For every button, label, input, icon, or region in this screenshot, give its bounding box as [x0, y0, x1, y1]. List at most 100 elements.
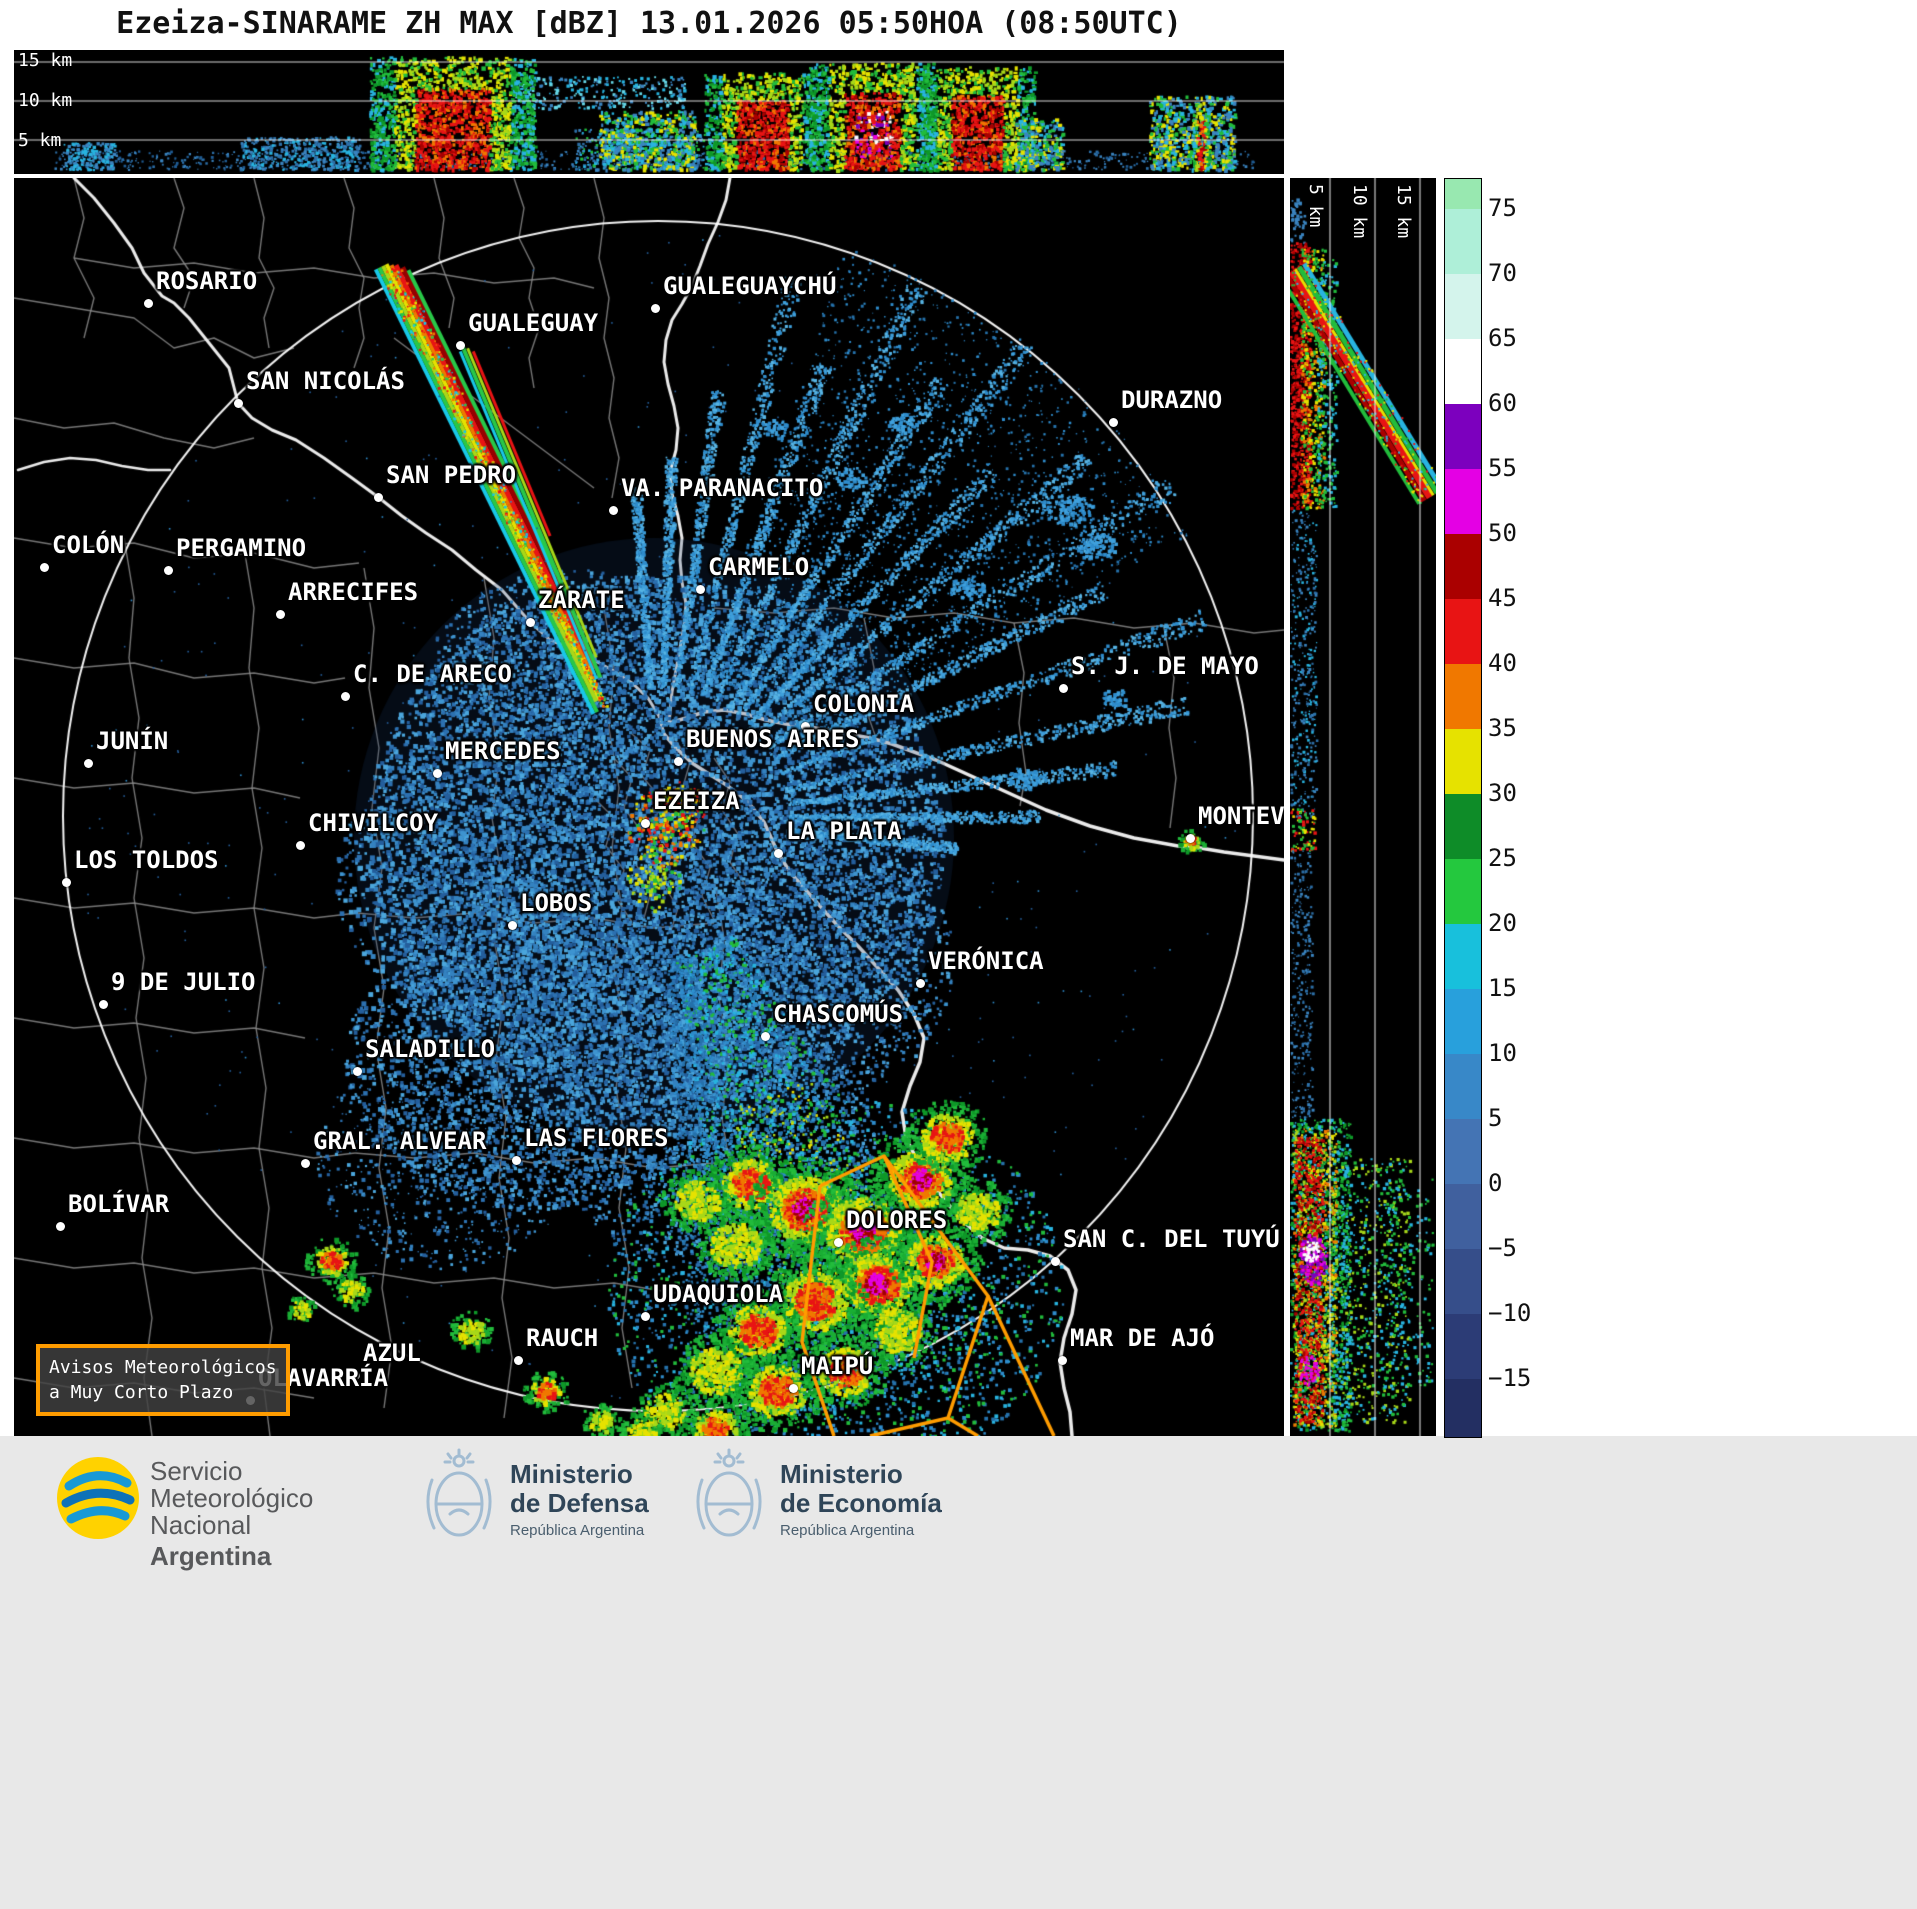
city-dot	[1059, 684, 1068, 693]
city-dot	[99, 1000, 108, 1009]
colorbar-band	[1445, 599, 1481, 664]
smn-org-line2: Meteorológico	[150, 1483, 314, 1513]
economia-sub: República Argentina	[780, 1522, 915, 1539]
smn-logo	[55, 1455, 141, 1546]
coat-of-arms-icon	[696, 1448, 762, 1537]
city-label: C. DE ARECO	[353, 660, 512, 688]
colorbar-tick-label: 50	[1488, 519, 1517, 547]
colorbar-tick-label: 20	[1488, 909, 1517, 937]
city-label: EZEIZA	[653, 787, 740, 815]
city-dot	[801, 722, 810, 731]
city-dot	[696, 585, 705, 594]
city-dot	[276, 610, 285, 619]
city-label: LOBOS	[520, 889, 593, 917]
city-label: PERGAMINO	[176, 534, 307, 562]
smn-org-line3: Nacional	[150, 1510, 252, 1540]
economia-line1: Ministerio	[780, 1459, 903, 1489]
smn-org-line1: Servicio	[150, 1456, 243, 1486]
height-label-15km: 15 km	[18, 50, 73, 71]
city-dot	[56, 1222, 65, 1231]
colorbar-band	[1445, 534, 1481, 599]
colorbar-band	[1445, 1054, 1481, 1119]
city-dot	[1058, 1356, 1067, 1365]
colorbar	[1444, 178, 1482, 1438]
city-dot	[374, 493, 383, 502]
warning-box: Avisos Meteorológicos a Muy Corto Plazo	[36, 1344, 290, 1416]
colorbar-ticks: 75 70 65 60 55 50 45 40 35 30 25 20 15 10 5 0 −5 −10 −15	[1488, 178, 1558, 1436]
city-label: BOLÍVAR	[68, 1190, 170, 1218]
colorbar-band	[1445, 1249, 1481, 1314]
defensa-emblem	[420, 1448, 498, 1549]
colorbar-tick-label: 70	[1488, 259, 1517, 287]
city-label: S. J. DE MAYO	[1071, 652, 1259, 680]
colorbar-tick-label: 40	[1488, 649, 1517, 677]
city-dot	[641, 1312, 650, 1321]
top-cross-section-panel: 15 km 10 km 5 km	[14, 50, 1284, 174]
city-dot	[1051, 1257, 1060, 1266]
city-label: GUALEGUAYCHÚ	[663, 272, 837, 300]
city-dot	[164, 566, 173, 575]
defensa-sub: República Argentina	[510, 1522, 645, 1539]
colorbar-band	[1445, 404, 1481, 469]
city-label: ZÁRATE	[538, 586, 625, 614]
city-label: LA PLATA	[786, 817, 902, 845]
height-label-right-5km: 5 km	[1305, 184, 1326, 228]
city-dot	[84, 759, 93, 768]
city-dot	[916, 979, 925, 988]
colorbar-tick-label: 25	[1488, 844, 1517, 872]
defensa-text: Ministerio de Defensa República Argentin…	[510, 1459, 649, 1540]
city-label: GRAL. ALVEAR	[313, 1127, 487, 1155]
city-label: DOLORES	[846, 1206, 948, 1234]
economia-line2: de Economía	[780, 1488, 942, 1518]
height-label-right-15km: 15 km	[1393, 184, 1414, 239]
colorbar-band	[1445, 209, 1481, 274]
city-label: ARRECIFES	[288, 578, 419, 606]
city-label: CHASCOMÚS	[773, 1000, 904, 1028]
defensa-line1: Ministerio	[510, 1459, 633, 1489]
city-label: SAN NICOLÁS	[246, 367, 405, 395]
colorbar-tick-label: 75	[1488, 194, 1517, 222]
city-label: GUALEGUAY	[468, 309, 599, 337]
city-label: MAR DE AJÓ	[1070, 1324, 1215, 1352]
city-dot	[144, 299, 153, 308]
warning-box-line1: Avisos Meteorológicos	[49, 1357, 277, 1378]
city-dot	[341, 692, 350, 701]
colorbar-band	[1445, 1119, 1481, 1184]
colorbar-band	[1445, 339, 1481, 404]
height-label-10km: 10 km	[18, 90, 73, 111]
city-dot	[526, 618, 535, 627]
top-cross-section-canvas	[14, 50, 1284, 174]
city-dot	[761, 1032, 770, 1041]
city-label: ROSARIO	[156, 267, 258, 295]
city-label: LAS FLORES	[524, 1124, 669, 1152]
city-label: SAN PEDRO	[386, 461, 517, 489]
colorbar-tick-label: 65	[1488, 324, 1517, 352]
city-dot	[234, 399, 243, 408]
colorbar-tick-label: 5	[1488, 1104, 1503, 1132]
city-dot	[774, 849, 783, 858]
city-label: CHIVILCOY	[308, 809, 439, 837]
right-cross-section-canvas	[1290, 178, 1436, 1436]
city-label: COLÓN	[52, 531, 125, 559]
city-dot	[508, 921, 517, 930]
city-label: VERÓNICA	[928, 947, 1044, 975]
height-label-5km: 5 km	[18, 130, 62, 151]
city-dot	[40, 563, 49, 572]
city-dot	[456, 341, 465, 350]
defensa-line2: de Defensa	[510, 1488, 649, 1518]
city-dot	[789, 1384, 798, 1393]
colorbar-band	[1445, 1379, 1481, 1437]
colorbar-band	[1445, 729, 1481, 794]
colorbar-tick-label: 30	[1488, 779, 1517, 807]
city-label: SALADILLO	[365, 1035, 496, 1063]
city-dot	[651, 304, 660, 313]
colorbar-band	[1445, 1184, 1481, 1249]
city-label: AZUL	[363, 1339, 421, 1367]
colorbar-band	[1445, 924, 1481, 989]
coat-of-arms-icon	[426, 1448, 492, 1537]
city-dot	[834, 1238, 843, 1247]
colorbar-tick-label: −10	[1488, 1299, 1532, 1327]
city-label: CARMELO	[708, 553, 810, 581]
colorbar-band	[1445, 794, 1481, 859]
smn-country: Argentina	[150, 1541, 272, 1571]
